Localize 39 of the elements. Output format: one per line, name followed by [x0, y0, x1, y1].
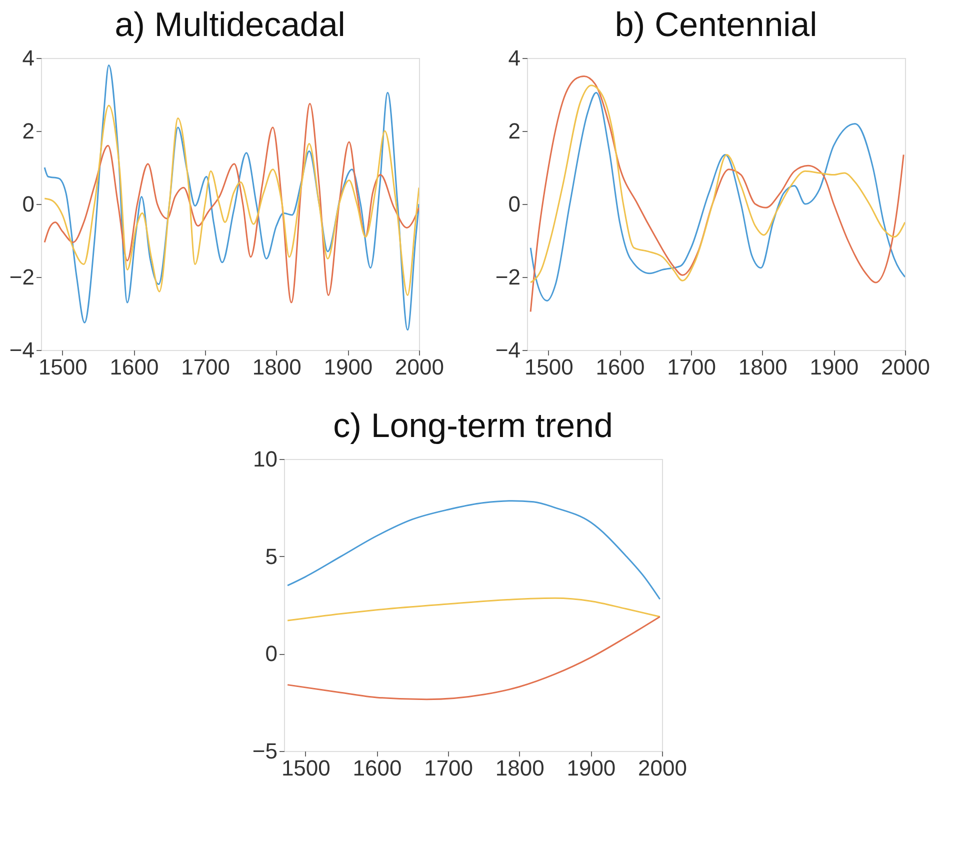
- x-tick-label: 1600: [352, 756, 402, 780]
- y-tick-label: −4: [9, 338, 35, 362]
- y-tick-label: 0: [22, 192, 35, 216]
- x-tick-label: 1700: [181, 354, 230, 380]
- y-tick-label: 4: [508, 46, 521, 70]
- x-tick-label: 1900: [810, 354, 859, 380]
- y-tick-label: 4: [22, 46, 35, 70]
- chart-title: c) Long-term trend: [333, 407, 613, 445]
- y-tick-label: 2: [508, 118, 521, 144]
- y-tick-label: 10: [253, 446, 278, 472]
- x-tick-label: 1800: [252, 354, 302, 380]
- x-tick-label: 1500: [524, 354, 574, 380]
- line-series: [286, 616, 661, 700]
- x-tick-label: 1900: [324, 354, 373, 380]
- x-tick-label: 1500: [281, 756, 330, 780]
- line-series: [286, 500, 661, 600]
- y-tick-label: 5: [265, 544, 278, 569]
- chart-title: a) Multidecadal: [114, 6, 346, 44]
- x-tick-label: 1800: [495, 756, 544, 780]
- y-tick-label: −5: [252, 738, 278, 764]
- x-tick-label: 1800: [738, 354, 788, 380]
- x-tick-label: 2000: [638, 756, 687, 780]
- chart-title: b) Centennial: [614, 6, 818, 44]
- y-tick-label: −2: [9, 264, 35, 290]
- x-tick-label: 1600: [110, 354, 159, 380]
- line-series: [286, 597, 661, 622]
- x-tick-label: 1700: [667, 354, 716, 380]
- y-tick-label: −2: [495, 264, 521, 290]
- x-tick-label: 2000: [395, 354, 444, 380]
- y-tick-label: 0: [265, 641, 278, 666]
- line-series: [44, 64, 420, 331]
- y-tick-label: 0: [508, 192, 521, 216]
- y-tick-label: 2: [22, 118, 35, 144]
- x-tick-label: 2000: [881, 354, 930, 380]
- x-tick-label: 1500: [38, 354, 88, 380]
- x-tick-label: 1700: [424, 756, 474, 780]
- x-tick-label: 1900: [566, 756, 616, 780]
- x-tick-label: 1600: [596, 354, 645, 380]
- y-tick-label: −4: [495, 338, 521, 362]
